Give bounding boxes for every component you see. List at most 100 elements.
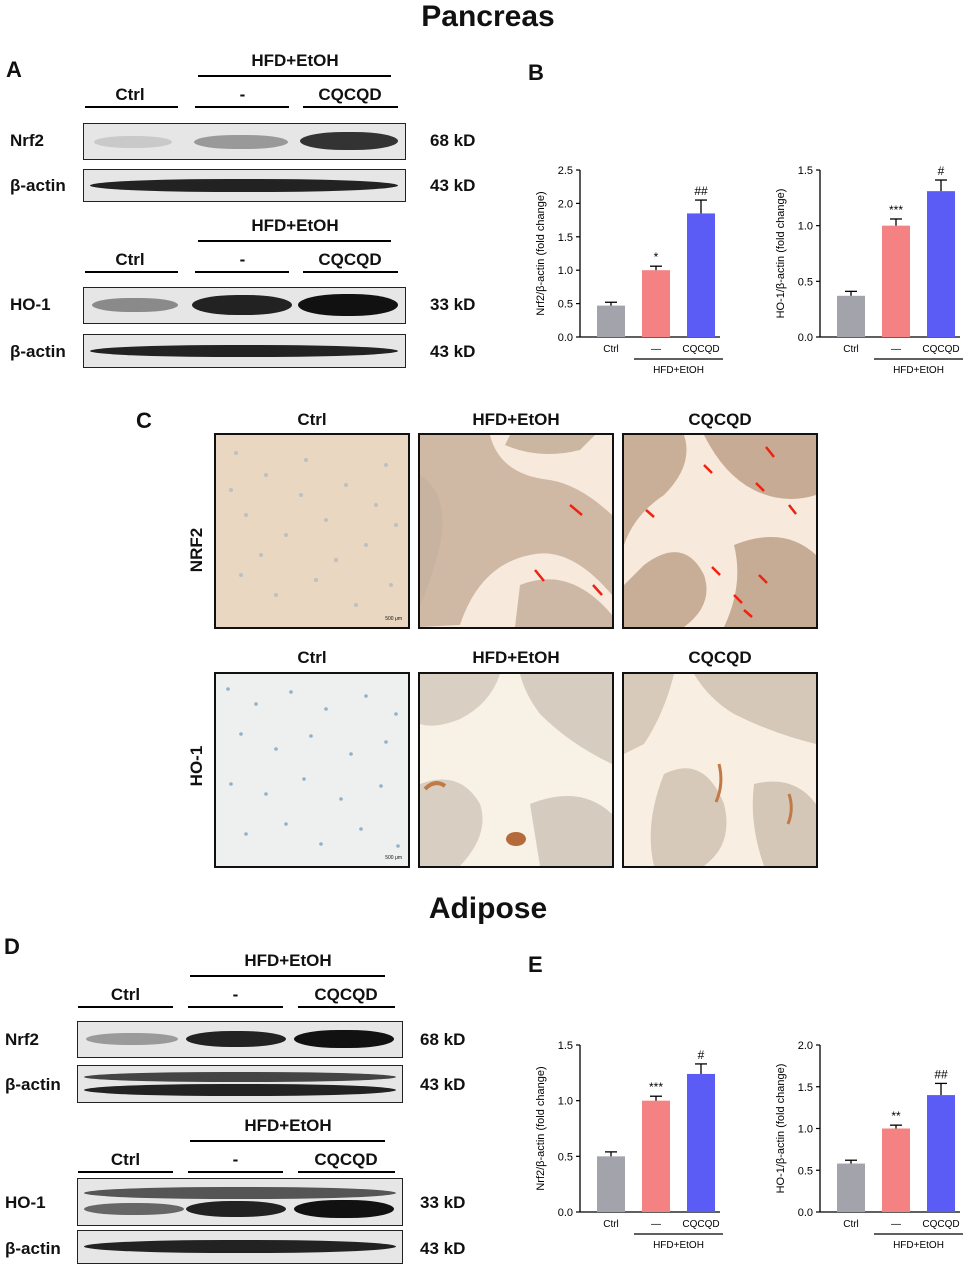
y-tick-label: 2.0 <box>558 198 573 210</box>
bar <box>882 1128 910 1212</box>
significance-label: # <box>698 1048 705 1062</box>
actin-kd: 43 kD <box>420 1239 466 1258</box>
col-ctrl-label: Ctrl <box>297 648 327 667</box>
significance-label: ## <box>694 184 708 198</box>
ctrl-line <box>85 271 178 273</box>
y-axis-label: HO-1/β-actin (fold change) <box>775 1064 787 1194</box>
cqcqd-label: CQCQD <box>314 985 378 1004</box>
group-label: HFD+EtOH <box>244 1116 332 1135</box>
group-label: HFD+EtOH <box>653 1240 704 1251</box>
y-axis-label: HO-1/β-actin (fold change) <box>775 189 787 319</box>
bar <box>597 305 625 337</box>
group-line <box>190 1140 385 1142</box>
col-cqcqd-label: CQCQD <box>688 410 752 429</box>
y-tick-label: 1.5 <box>798 165 813 177</box>
bar-chart-e-nrf2: 0.0 0.5 1.0 1.5 Nrf2/β-actin (fold change) Ct… <box>535 1040 723 1251</box>
actin-blot <box>83 169 406 202</box>
significance-label: *** <box>649 1080 663 1094</box>
bar <box>687 213 715 337</box>
y-tick-label: 1.0 <box>798 1124 813 1136</box>
y-tick-label: 1.0 <box>558 265 573 277</box>
x-tick-label: Ctrl <box>603 1219 619 1230</box>
cqcqd-line <box>303 271 398 273</box>
ihc-ho1-hfd <box>418 672 614 868</box>
ctrl-line <box>78 1171 173 1173</box>
bar <box>837 1163 865 1212</box>
ihc-ho1-ctrl: 500 μm <box>214 672 410 868</box>
ctrl-line <box>78 1006 173 1008</box>
y-tick-label: 1.0 <box>558 1096 573 1108</box>
col-hfd-label: HFD+EtOH <box>472 648 560 667</box>
minus-line <box>195 106 289 108</box>
cqcqd-label: CQCQD <box>314 1150 378 1169</box>
significance-label: ## <box>934 1067 948 1081</box>
bar <box>642 1100 670 1212</box>
x-tick-label: Ctrl <box>843 344 859 355</box>
ihc-nrf2-cqcqd <box>622 433 818 629</box>
row-ho1-label: HO-1 <box>187 745 206 787</box>
significance-label: *** <box>889 203 903 217</box>
y-tick-label: 0.5 <box>558 1151 573 1163</box>
ho1-row-label: HO-1 <box>10 295 51 314</box>
group-line <box>198 240 391 242</box>
actin-row-label: β-actin <box>10 342 66 361</box>
y-tick-label: 0.0 <box>558 1207 573 1219</box>
x-tick-label: Ctrl <box>603 344 619 355</box>
group-line <box>198 75 391 77</box>
y-tick-label: 0.5 <box>798 276 813 288</box>
bar <box>642 270 670 337</box>
minus-line <box>188 1171 283 1173</box>
actin-blot <box>77 1065 403 1103</box>
group-label: HFD+EtOH <box>244 951 332 970</box>
group-label: HFD+EtOH <box>251 51 339 70</box>
bar <box>927 1095 955 1212</box>
panel-a-label: A <box>6 57 22 82</box>
y-tick-label: 0.0 <box>798 1207 813 1219</box>
x-tick-label: Ctrl <box>843 1219 859 1230</box>
x-tick-label: CQCQD <box>922 344 959 355</box>
bar <box>882 225 910 337</box>
x-tick-label: CQCQD <box>682 344 719 355</box>
y-tick-label: 2.0 <box>798 1040 813 1052</box>
x-tick-label: — <box>891 344 901 355</box>
y-axis-label: Nrf2/β-actin (fold change) <box>535 191 547 315</box>
panel-c-label: C <box>136 408 152 433</box>
x-tick-label: — <box>651 1219 661 1230</box>
ho1-blot <box>83 287 406 324</box>
y-tick-label: 0.5 <box>558 299 573 311</box>
x-tick-label: CQCQD <box>922 1219 959 1230</box>
minus-line <box>195 271 289 273</box>
minus-line <box>188 1006 283 1008</box>
bar <box>687 1073 715 1212</box>
actin-kd: 43 kD <box>420 1075 466 1094</box>
adipose-title: Adipose <box>428 892 548 925</box>
cqcqd-line <box>298 1171 395 1173</box>
cqcqd-line <box>303 106 398 108</box>
cqcqd-line <box>298 1006 395 1008</box>
y-tick-label: 0.0 <box>558 332 573 344</box>
group-label: HFD+EtOH <box>251 216 339 235</box>
ctrl-label: Ctrl <box>110 1150 141 1169</box>
y-tick-label: 0.5 <box>798 1165 813 1177</box>
nrf2-blot <box>83 123 406 160</box>
actin-blot <box>83 334 406 368</box>
panel-e-label: E <box>528 952 543 977</box>
ctrl-line <box>85 106 178 108</box>
minus-label: - <box>239 85 246 104</box>
group-label: HFD+EtOH <box>893 365 944 376</box>
bar-chart-b-ho1: 0.0 0.5 1.0 1.5 HO-1/β-actin (fold change) Ct… <box>775 164 963 376</box>
scale-bar-label: 500 μm <box>385 616 402 622</box>
bar <box>837 295 865 337</box>
significance-label: * <box>654 250 659 264</box>
significance-label: ** <box>891 1109 901 1123</box>
actin-blot <box>77 1230 403 1264</box>
y-tick-label: 1.5 <box>558 1040 573 1052</box>
minus-label: - <box>232 985 239 1004</box>
ctrl-label: Ctrl <box>110 985 141 1004</box>
ihc-nrf2-hfd <box>418 433 614 629</box>
actin-kd: 43 kD <box>430 176 476 195</box>
group-label: HFD+EtOH <box>653 365 704 376</box>
group-line <box>190 975 385 977</box>
y-tick-label: 2.5 <box>558 165 573 177</box>
actin-row-label: β-actin <box>10 176 66 195</box>
